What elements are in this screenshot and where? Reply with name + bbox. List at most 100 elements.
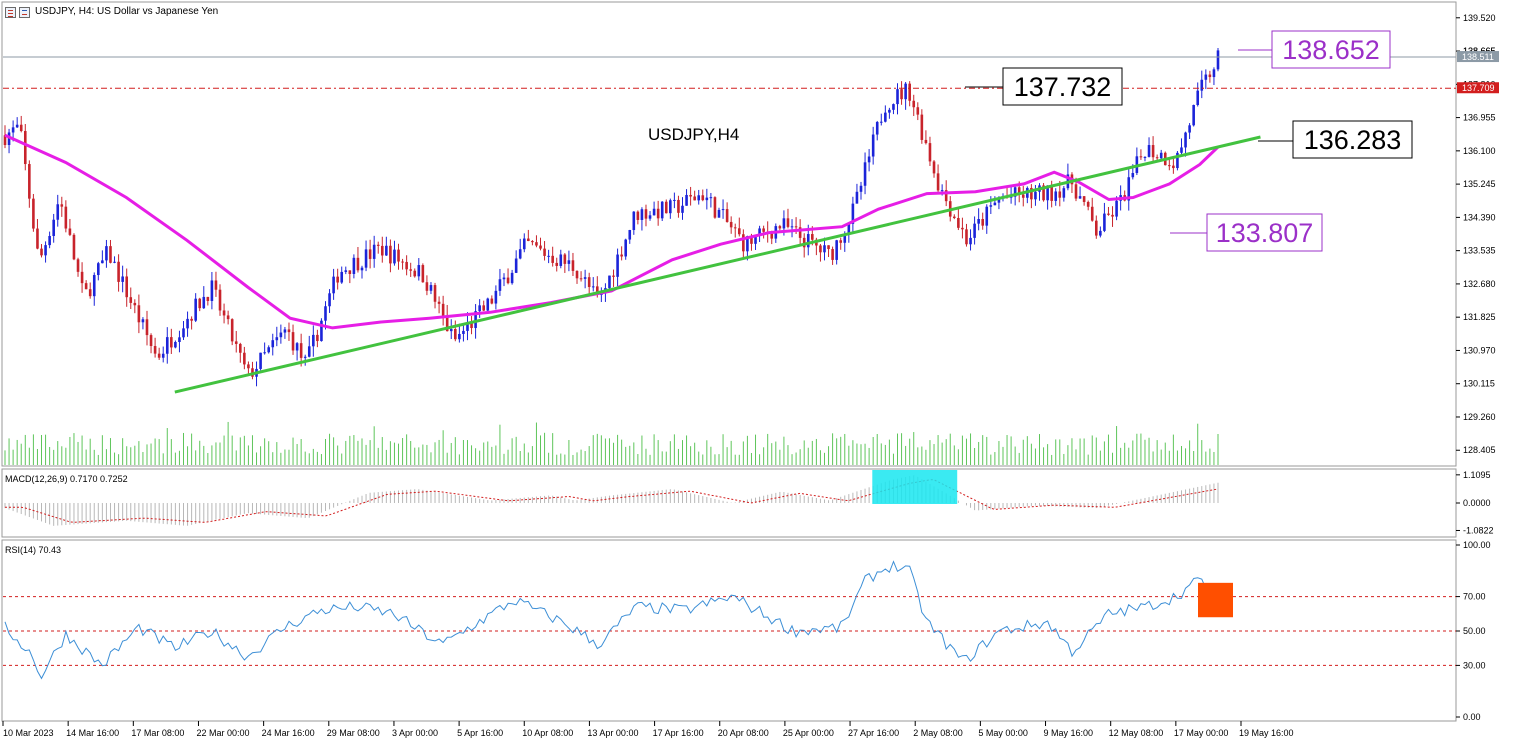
candle-body bbox=[1188, 125, 1191, 133]
candle-body bbox=[1099, 230, 1102, 236]
candle-body bbox=[409, 269, 412, 271]
candle-body bbox=[121, 276, 124, 282]
time-axis-label: 5 May 00:00 bbox=[978, 728, 1028, 738]
candle-body bbox=[729, 221, 733, 228]
candle-body bbox=[324, 306, 327, 321]
candle-body bbox=[15, 124, 19, 128]
candle-body bbox=[624, 239, 627, 257]
candle-body bbox=[380, 245, 384, 256]
candle-body bbox=[259, 352, 262, 369]
time-axis-label: 2 May 08:00 bbox=[913, 728, 963, 738]
candle-body bbox=[1200, 79, 1204, 91]
candle-body bbox=[575, 270, 579, 279]
candle-body bbox=[981, 219, 985, 226]
macd-highlight-box bbox=[872, 470, 958, 504]
price-annotations: 138.652 137.732 136.283 133.807 bbox=[965, 30, 1413, 252]
candle-body bbox=[60, 204, 64, 207]
candle-body bbox=[571, 260, 575, 271]
candle-body bbox=[92, 275, 96, 297]
time-axis-label: 22 Mar 00:00 bbox=[196, 728, 249, 738]
candle-body bbox=[117, 261, 120, 282]
resistance-price-tag-label: 137.709 bbox=[1462, 83, 1495, 93]
candle-body bbox=[1127, 177, 1131, 201]
candle-body bbox=[681, 205, 684, 213]
candle-body bbox=[328, 293, 331, 307]
price-axis-label: 135.245 bbox=[1463, 179, 1496, 189]
time-axis-label: 19 May 16:00 bbox=[1239, 728, 1294, 738]
annotation-price-label: 138.652 bbox=[1282, 35, 1380, 65]
rsi-axis-label: 30.00 bbox=[1463, 660, 1486, 670]
candle-body bbox=[677, 199, 680, 213]
candle-body bbox=[1216, 50, 1220, 70]
candle-body bbox=[182, 328, 185, 338]
candle-body bbox=[1094, 220, 1098, 236]
candle-body bbox=[940, 190, 944, 192]
candle-body bbox=[247, 364, 250, 369]
candle-body bbox=[202, 296, 206, 309]
candle-body bbox=[1151, 145, 1155, 158]
candle-body bbox=[770, 233, 774, 239]
candle-body bbox=[462, 330, 465, 334]
ascending-trendline bbox=[174, 135, 1261, 394]
candle-body bbox=[1050, 185, 1053, 201]
candle-body bbox=[713, 197, 717, 218]
candle-body bbox=[1168, 165, 1171, 167]
candle-body bbox=[23, 131, 27, 165]
candle-body bbox=[413, 270, 417, 277]
candle-body bbox=[596, 286, 599, 295]
candle-body bbox=[226, 315, 230, 320]
candle-body bbox=[660, 201, 664, 219]
candle-body bbox=[307, 346, 311, 357]
candle-body bbox=[506, 277, 510, 284]
candle-body bbox=[1159, 152, 1163, 159]
candle-body bbox=[957, 218, 960, 228]
candle-body bbox=[859, 185, 863, 192]
candle-body bbox=[802, 237, 806, 248]
candle-body bbox=[689, 194, 692, 197]
candle-body bbox=[1034, 191, 1037, 200]
price-axis-label: 130.970 bbox=[1463, 345, 1496, 355]
candle-body bbox=[441, 303, 445, 316]
rsi-highlight-box bbox=[1198, 582, 1233, 618]
candle-body bbox=[652, 208, 656, 216]
candle-body bbox=[295, 343, 299, 351]
time-axis-label: 17 Mar 08:00 bbox=[131, 728, 184, 738]
candle-body bbox=[157, 353, 161, 358]
candle-body bbox=[879, 121, 883, 123]
candle-body bbox=[494, 290, 498, 304]
candle-body bbox=[44, 245, 47, 256]
candle-body bbox=[291, 332, 295, 351]
candle-body bbox=[908, 83, 911, 101]
rsi-level-lines bbox=[3, 596, 1456, 666]
candle-body bbox=[1017, 187, 1021, 195]
candle-body bbox=[105, 246, 108, 261]
candle-body bbox=[40, 248, 43, 256]
candle-body bbox=[733, 227, 737, 229]
candle-body bbox=[851, 203, 855, 224]
candle-body bbox=[1107, 213, 1110, 215]
candle-body bbox=[303, 356, 307, 358]
candle-body bbox=[583, 277, 587, 279]
candle-body bbox=[993, 202, 997, 206]
time-axis-label: 3 Apr 00:00 bbox=[392, 728, 438, 738]
candle-body bbox=[928, 143, 932, 162]
candle-body bbox=[1078, 196, 1082, 199]
candle-body bbox=[717, 209, 721, 218]
candle-body bbox=[559, 254, 563, 266]
candle-body bbox=[271, 340, 275, 348]
candle-body bbox=[888, 109, 891, 113]
candle-body bbox=[547, 255, 550, 257]
candle-body bbox=[664, 201, 668, 214]
candle-body bbox=[336, 276, 339, 283]
candle-body bbox=[591, 286, 595, 288]
candle-body bbox=[806, 234, 810, 248]
candle-body bbox=[900, 89, 903, 100]
candle-body bbox=[502, 277, 506, 280]
chart-watermark-title: USDJPY,H4 bbox=[648, 125, 739, 144]
candle-body bbox=[348, 270, 352, 274]
price-axis-label: 134.390 bbox=[1463, 212, 1496, 222]
candle-body bbox=[429, 285, 433, 291]
candle-body bbox=[648, 215, 652, 219]
candle-body bbox=[129, 297, 133, 303]
